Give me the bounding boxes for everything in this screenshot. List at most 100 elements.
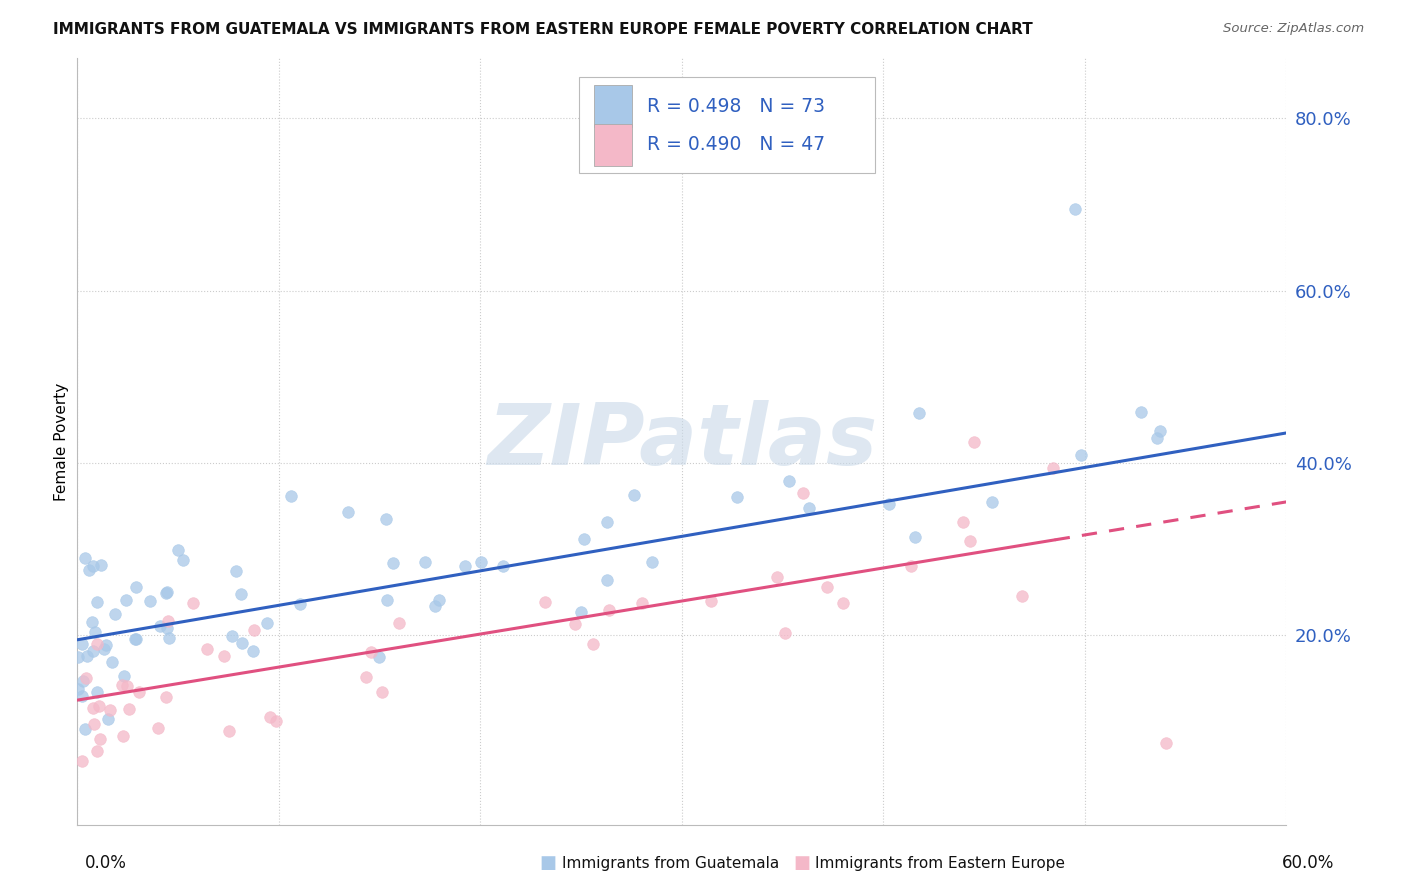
- Point: [86, 685, 108, 699]
- Point: [86, 595, 108, 609]
- Point: [256, 616, 278, 631]
- Point: [454, 559, 477, 574]
- Point: [264, 714, 287, 729]
- Point: [115, 679, 138, 693]
- Text: ■: ■: [793, 855, 810, 872]
- Point: [156, 614, 179, 628]
- Point: [172, 553, 194, 567]
- Point: [139, 594, 162, 608]
- Point: [82, 644, 104, 658]
- Point: [155, 586, 177, 600]
- Point: [1130, 405, 1153, 419]
- Point: [907, 406, 929, 420]
- Point: [149, 619, 172, 633]
- Point: [181, 595, 204, 609]
- Point: [427, 592, 450, 607]
- Point: [337, 505, 360, 519]
- Point: [581, 637, 603, 651]
- Point: [596, 516, 619, 530]
- Point: [360, 645, 382, 659]
- Point: [155, 690, 177, 704]
- Point: [156, 585, 179, 599]
- Point: [374, 512, 396, 526]
- Point: [100, 655, 122, 669]
- Point: [564, 616, 586, 631]
- Point: [86, 637, 108, 651]
- Point: [1149, 425, 1171, 439]
- Point: [84, 624, 107, 639]
- Text: Source: ZipAtlas.com: Source: ZipAtlas.com: [1223, 22, 1364, 36]
- Point: [423, 599, 446, 613]
- Point: [900, 559, 922, 574]
- Point: [73, 551, 96, 566]
- Point: [963, 434, 986, 449]
- Point: [470, 555, 492, 569]
- Point: [1154, 736, 1177, 750]
- Text: 0.0%: 0.0%: [84, 855, 127, 872]
- Point: [103, 607, 125, 621]
- Point: [111, 678, 134, 692]
- Point: [125, 580, 148, 594]
- Point: [569, 605, 592, 619]
- Point: [371, 684, 394, 698]
- Point: [156, 621, 179, 635]
- Point: [90, 558, 112, 572]
- Point: [82, 558, 104, 573]
- Point: [72, 689, 94, 703]
- Point: [641, 555, 664, 569]
- Point: [231, 636, 253, 650]
- Point: [82, 700, 104, 714]
- Point: [118, 702, 141, 716]
- FancyBboxPatch shape: [593, 124, 633, 166]
- Point: [67, 682, 90, 697]
- Point: [725, 490, 748, 504]
- Point: [112, 729, 135, 743]
- Point: [598, 603, 620, 617]
- Point: [792, 486, 814, 500]
- Point: [288, 598, 311, 612]
- Point: [533, 595, 555, 609]
- FancyBboxPatch shape: [593, 86, 633, 128]
- Point: [167, 543, 190, 558]
- Point: [413, 555, 436, 569]
- Text: ■: ■: [540, 855, 557, 872]
- Y-axis label: Female Poverty: Female Poverty: [53, 383, 69, 500]
- Point: [98, 703, 121, 717]
- Text: R = 0.490   N = 47: R = 0.490 N = 47: [647, 136, 825, 154]
- Point: [815, 580, 838, 594]
- Text: Immigrants from Guatemala: Immigrants from Guatemala: [562, 856, 780, 871]
- Point: [959, 534, 981, 549]
- Point: [76, 649, 98, 664]
- Point: [1011, 589, 1033, 603]
- Point: [70, 637, 93, 651]
- Point: [1069, 448, 1091, 462]
- Point: [356, 670, 378, 684]
- Point: [124, 632, 146, 647]
- Point: [596, 573, 619, 587]
- Point: [128, 684, 150, 698]
- Text: IMMIGRANTS FROM GUATEMALA VS IMMIGRANTS FROM EASTERN EUROPE FEMALE POVERTY CORRE: IMMIGRANTS FROM GUATEMALA VS IMMIGRANTS …: [53, 22, 1033, 37]
- Point: [280, 489, 302, 503]
- Point: [775, 626, 797, 640]
- Point: [242, 623, 264, 637]
- Point: [980, 495, 1002, 509]
- Point: [952, 515, 974, 529]
- Point: [367, 649, 389, 664]
- Point: [87, 698, 110, 713]
- Point: [83, 716, 105, 731]
- Point: [212, 649, 235, 664]
- Point: [218, 723, 240, 738]
- Point: [72, 673, 94, 688]
- Point: [799, 501, 821, 516]
- Point: [572, 532, 595, 546]
- Point: [125, 632, 148, 646]
- Point: [94, 638, 117, 652]
- Point: [778, 474, 800, 488]
- Point: [148, 722, 170, 736]
- Point: [1042, 461, 1064, 475]
- Point: [623, 487, 645, 501]
- Point: [112, 668, 135, 682]
- Point: [242, 643, 264, 657]
- Point: [229, 587, 252, 601]
- Point: [388, 615, 411, 630]
